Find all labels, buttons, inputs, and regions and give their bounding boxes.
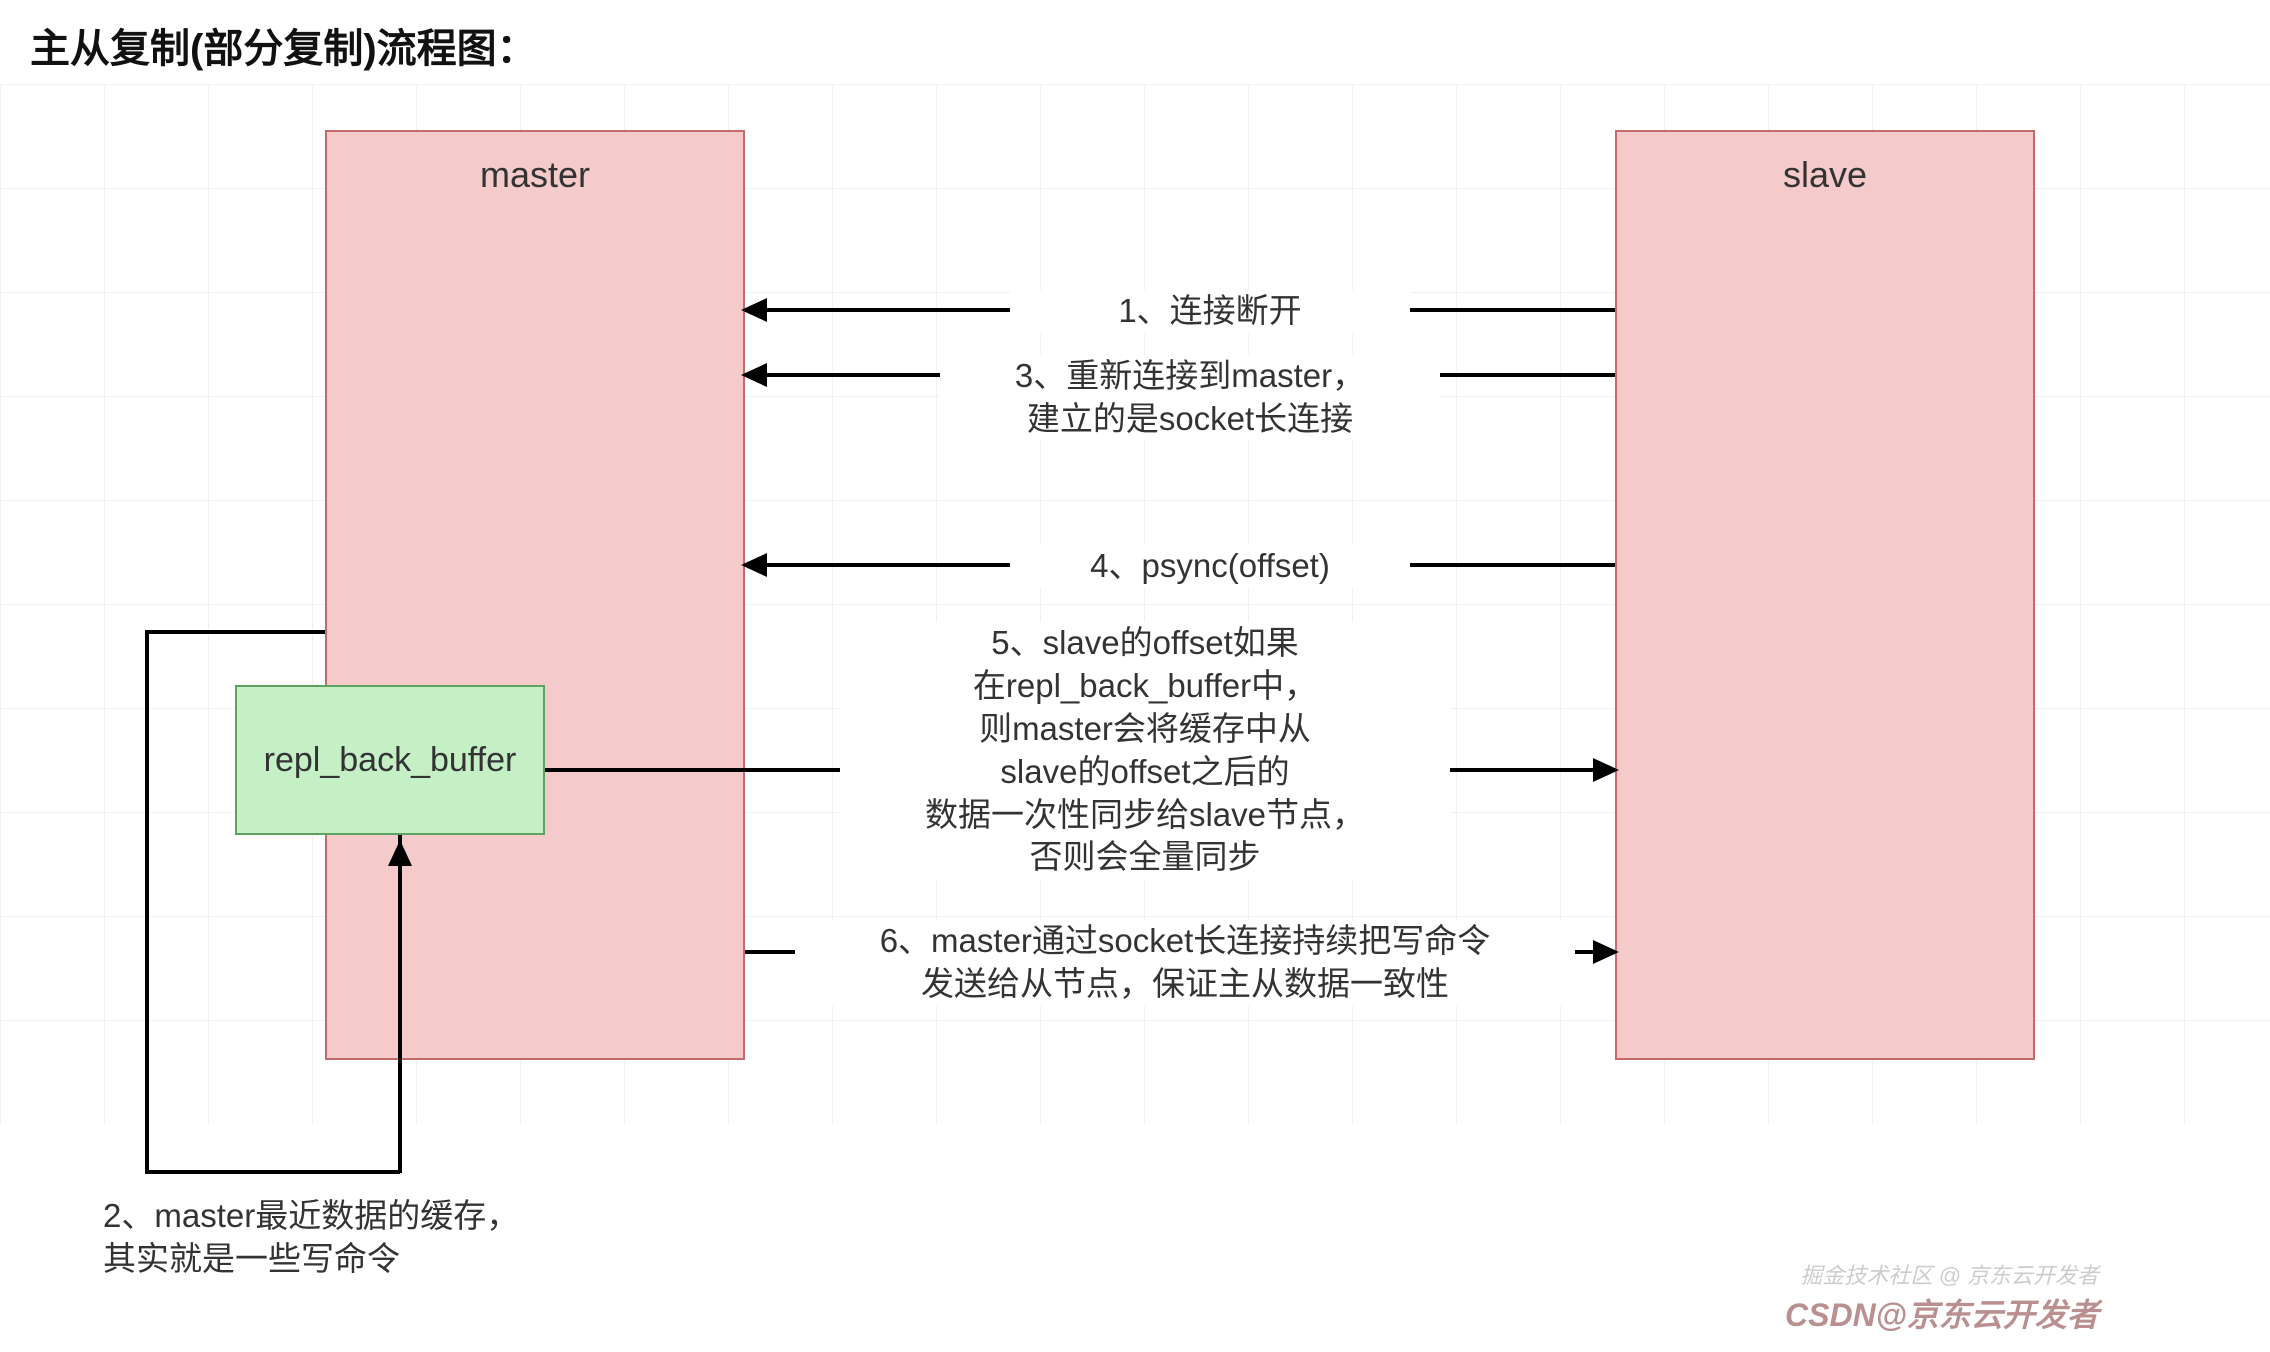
slave-node: slave (1615, 130, 2035, 1060)
edge-1-arrow-left (741, 298, 767, 322)
edge-2-seg-v2 (398, 835, 402, 1173)
slave-label: slave (1617, 154, 2033, 196)
edge-6-arrow-right (1593, 940, 1619, 964)
buffer-node: repl_back_buffer (235, 685, 545, 835)
edge-2-seg-h1 (145, 630, 325, 634)
edge-3-arrow-left (741, 363, 767, 387)
master-node: master (325, 130, 745, 1060)
edge-5-arrow-right (1593, 758, 1619, 782)
edge-2-label: 2、master最近数据的缓存， 其实就是一些写命令 (95, 1195, 625, 1281)
edge-3-label: 3、重新连接到master， 建立的是socket长连接 (940, 355, 1440, 441)
page-title: 主从复制(部分复制)流程图： (30, 16, 537, 74)
buffer-label: repl_back_buffer (237, 741, 543, 780)
edge-6-label: 6、master通过socket长连接持续把写命令 发送给从节点，保证主从数据一… (795, 920, 1575, 1006)
edge-4-arrow-left (741, 553, 767, 577)
edge-5-label: 5、slave的offset如果 在repl_back_buffer中， 则ma… (840, 622, 1450, 879)
watermark-line1: 掘金技术社区 @ 京东云开发者 (1785, 1258, 2099, 1290)
edge-2-seg-h2 (145, 1170, 400, 1174)
watermark: 掘金技术社区 @ 京东云开发者 CSDN@京东云开发者 (1785, 1258, 2099, 1336)
master-label: master (327, 154, 743, 196)
edge-1-label: 1、连接断开 (1010, 290, 1410, 333)
edge-2-seg-v1 (145, 630, 149, 1170)
diagram-canvas: 主从复制(部分复制)流程图： master slave repl_back_bu… (0, 0, 2270, 1352)
edge-4-label: 4、psync(offset) (1010, 545, 1410, 588)
watermark-line2: CSDN@京东云开发者 (1785, 1290, 2099, 1336)
edge-2-arrow (388, 840, 412, 866)
